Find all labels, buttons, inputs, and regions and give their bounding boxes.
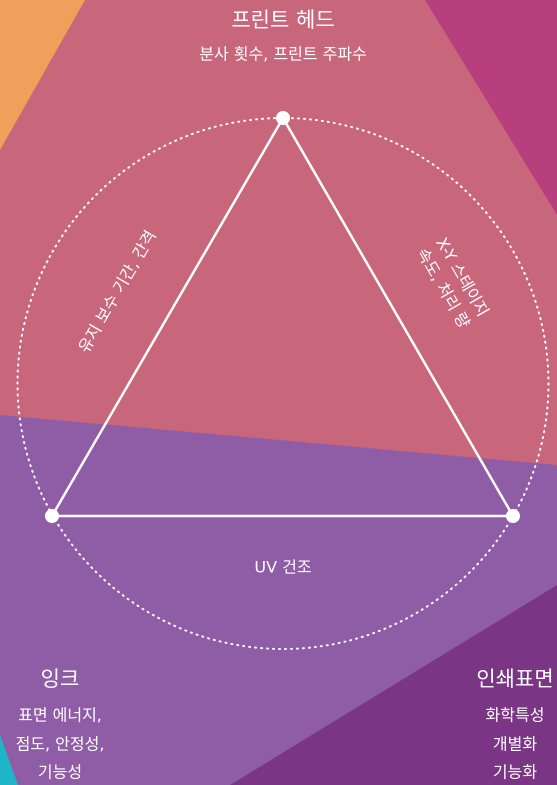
corner-shape [0, 0, 85, 150]
node-title: 인쇄표면 [476, 667, 553, 691]
corner-shape [230, 585, 557, 785]
subtitle: 분사 횟수, 프린트 주파수 [199, 45, 367, 64]
vertex [276, 111, 290, 125]
dotted-circle [16, 117, 550, 650]
node-title: 잉크 [41, 667, 80, 691]
node-line: 개별화 [493, 735, 537, 754]
node-line: 기능화 [493, 763, 537, 782]
vertex [506, 509, 520, 523]
node-line: 화학특성 [486, 706, 545, 725]
corner-shape [0, 735, 18, 785]
corner-shape [425, 0, 557, 215]
node-line: 기능성 [38, 763, 82, 782]
title: 프린트 헤드 [231, 8, 334, 32]
edge-label: UV 건조 [254, 558, 311, 577]
node-line: 표면 에너지, [18, 706, 102, 725]
vertex [45, 509, 59, 523]
node-line: 점도, 안정성, [16, 735, 105, 754]
triangle [49, 115, 516, 518]
